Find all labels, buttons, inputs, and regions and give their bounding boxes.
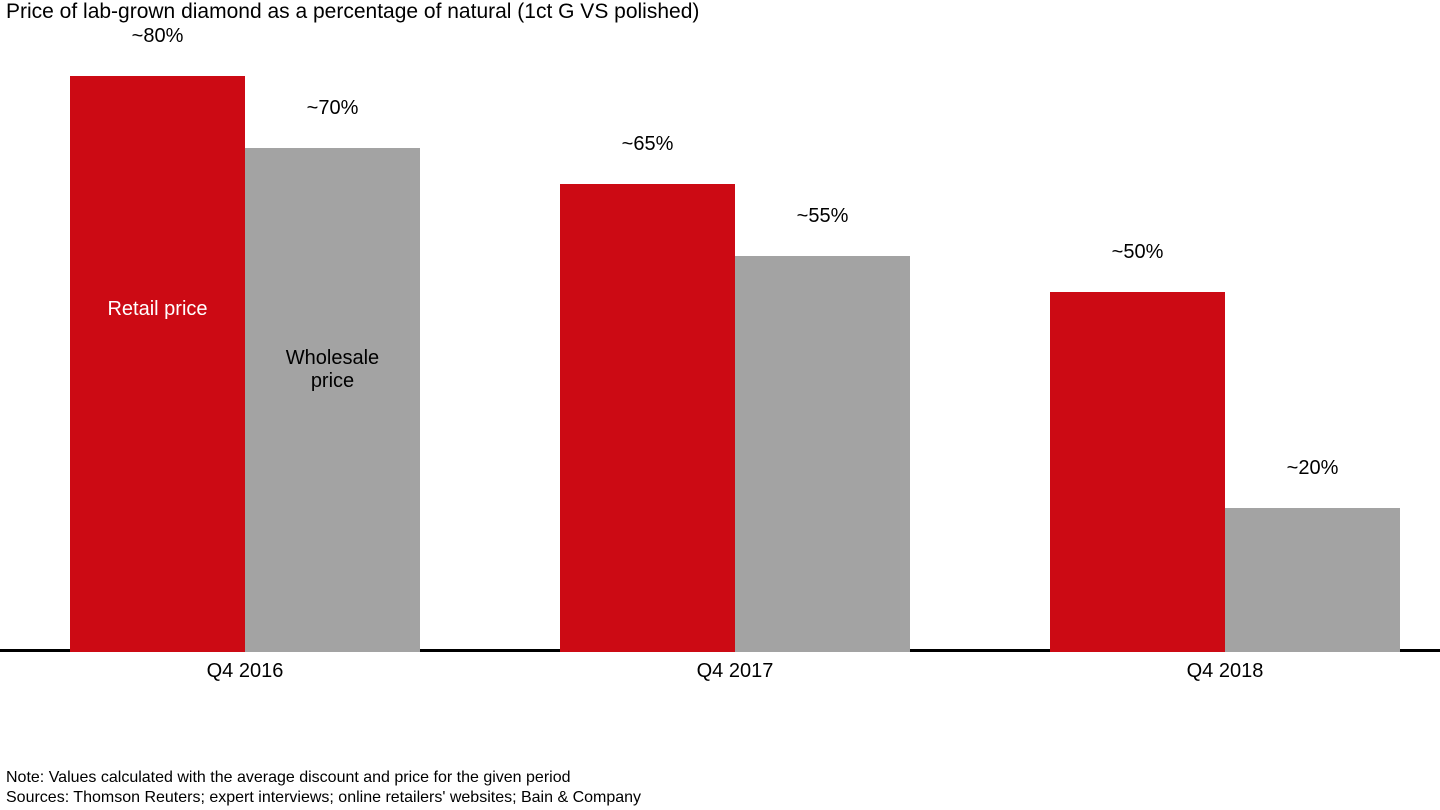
footnote-note: Note: Values calculated with the average… <box>6 768 571 788</box>
series-label-wholesale: Wholesaleprice <box>245 347 420 393</box>
bar-wholesale-2 <box>1225 508 1400 652</box>
bar-wholesale-1 <box>735 256 910 652</box>
bar-retail-0 <box>70 76 245 652</box>
bar-retail-1 <box>560 184 735 652</box>
x-category-0: Q4 2016 <box>70 660 420 683</box>
bar-wholesale-0 <box>245 148 420 652</box>
x-category-2: Q4 2018 <box>1050 660 1400 683</box>
value-label-retail-2: ~50% <box>1050 241 1225 264</box>
series-label-retail: Retail price <box>70 298 245 321</box>
plot-area: ~80%Retail price~70%Wholesaleprice~65%~5… <box>0 76 1440 652</box>
value-label-retail-0: ~80% <box>70 25 245 48</box>
bar-retail-2 <box>1050 292 1225 652</box>
value-label-wholesale-0: ~70% <box>245 97 420 120</box>
value-label-retail-1: ~65% <box>560 133 735 156</box>
chart-title: Price of lab-grown diamond as a percenta… <box>6 0 699 24</box>
footnote-sources: Sources: Thomson Reuters; expert intervi… <box>6 788 641 808</box>
x-category-1: Q4 2017 <box>560 660 910 683</box>
value-label-wholesale-1: ~55% <box>735 205 910 228</box>
value-label-wholesale-2: ~20% <box>1225 457 1400 480</box>
